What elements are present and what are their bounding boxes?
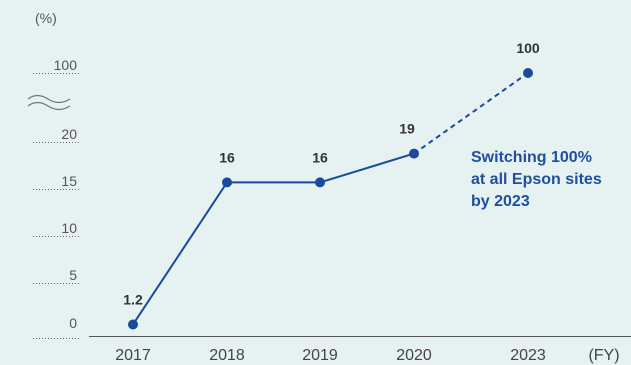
x-tick-label: 2017 bbox=[115, 347, 151, 364]
data-label: 16 bbox=[219, 149, 235, 165]
data-point bbox=[128, 319, 138, 330]
x-tick-label: 2020 bbox=[396, 347, 432, 364]
data-label: 16 bbox=[312, 149, 328, 165]
series-line bbox=[132, 72, 529, 326]
x-unit-label: (FY) bbox=[588, 347, 619, 364]
axis-break-icon bbox=[27, 94, 71, 111]
y-tick-label: 10 bbox=[61, 220, 77, 236]
x-tick-label: 2018 bbox=[209, 347, 245, 364]
y-tick-label: 5 bbox=[69, 267, 77, 283]
y-tick-label: 0 bbox=[69, 315, 77, 331]
data-label: 1.2 bbox=[123, 291, 143, 307]
y-tick-label: 15 bbox=[61, 173, 77, 189]
x-tick-label: 2019 bbox=[302, 347, 338, 364]
line-segment bbox=[132, 181, 228, 326]
y-tick-leaders bbox=[33, 73, 80, 339]
data-label: 19 bbox=[399, 121, 415, 137]
data-point bbox=[523, 68, 533, 78]
y-ticks: 100 20 15 10 5 0 bbox=[54, 57, 78, 331]
data-points bbox=[128, 68, 533, 330]
line-segment bbox=[319, 152, 415, 184]
y-tick-label: 20 bbox=[61, 126, 77, 142]
data-label: 100 bbox=[516, 40, 540, 56]
data-labels: 1.2 16 16 19 100 bbox=[123, 40, 540, 307]
data-point bbox=[409, 148, 419, 159]
y-unit-label: (%) bbox=[35, 10, 57, 26]
data-point bbox=[315, 177, 325, 188]
annotation: Switching 100% at all Epson sites by 202… bbox=[471, 149, 602, 210]
annotation-line: by 2023 bbox=[471, 193, 530, 210]
y-tick-label: 100 bbox=[54, 57, 78, 73]
annotation-line: Switching 100% bbox=[471, 149, 592, 166]
x-ticks: 2017 2018 2019 2020 2023 (FY) bbox=[115, 347, 619, 364]
annotation-line: at all Epson sites bbox=[471, 171, 602, 188]
data-point bbox=[222, 177, 232, 188]
x-tick-label: 2023 bbox=[510, 347, 546, 364]
